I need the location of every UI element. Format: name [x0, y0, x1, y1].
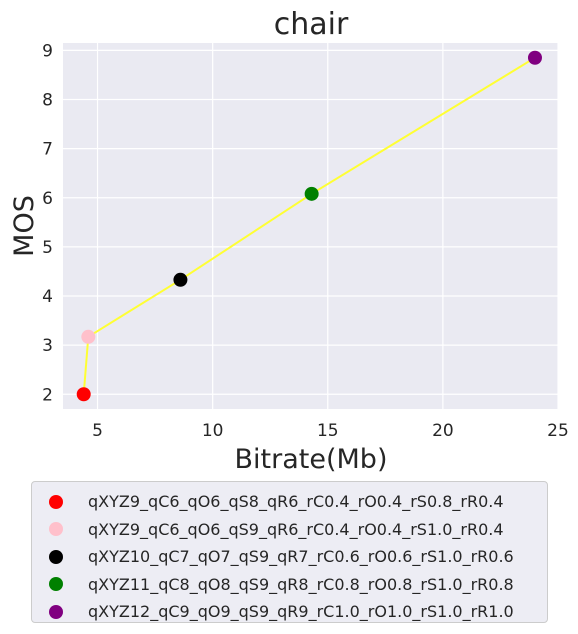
x-tick-label: 15 — [317, 421, 339, 441]
y-axis-title: MOS — [9, 195, 40, 257]
y-tick-label: 8 — [42, 90, 53, 110]
data-point — [81, 329, 96, 344]
x-tick-label: 5 — [92, 421, 103, 441]
legend-label: qXYZ10_qC7_qO7_qS9_qR7_rC0.6_rO0.6_rS1.0… — [88, 547, 514, 567]
legend-item: qXYZ9_qC6_qO6_qS8_qR6_rC0.4_rO0.4_rS0.8_… — [32, 488, 547, 516]
legend-marker — [49, 549, 63, 564]
legend-marker — [49, 604, 63, 619]
y-tick-label: 5 — [42, 238, 53, 258]
y-tick-label: 3 — [42, 336, 53, 356]
y-tick-label: 7 — [42, 140, 53, 160]
data-point — [304, 186, 319, 201]
legend-marker — [49, 577, 63, 592]
x-tick-label: 20 — [432, 421, 454, 441]
legend-marker — [49, 494, 63, 509]
y-tick-label: 9 — [42, 41, 53, 61]
legend-item: qXYZ9_qC6_qO6_qS9_qR6_rC0.4_rO0.4_rS1.0_… — [32, 516, 547, 544]
grid — [63, 43, 559, 409]
x-axis-title: Bitrate(Mb) — [235, 444, 388, 475]
data-point — [527, 50, 542, 65]
legend-marker — [49, 522, 63, 537]
x-tick-label: 10 — [202, 421, 224, 441]
legend-item: qXYZ11_qC8_qO8_qS9_qR8_rC0.8_rO0.8_rS1.0… — [32, 571, 547, 599]
legend-label: qXYZ9_qC6_qO6_qS8_qR6_rC0.4_rO0.4_rS0.8_… — [88, 492, 504, 512]
data-point — [76, 387, 91, 402]
data-point — [173, 272, 188, 287]
y-tick-label: 2 — [42, 385, 53, 405]
legend-label: qXYZ12_qC9_qO9_qS9_qR9_rC1.0_rO1.0_rS1.0… — [88, 602, 514, 622]
tick-labels: 5 10 15 20 25 2 3 4 5 6 7 8 9 — [42, 41, 569, 441]
legend-label: qXYZ11_qC8_qO8_qS9_qR8_rC0.8_rO0.8_rS1.0… — [88, 574, 514, 594]
legend-item: qXYZ12_qC9_qO9_qS9_qR9_rC1.0_rO1.0_rS1.0… — [32, 598, 547, 626]
legend-item: qXYZ10_qC7_qO7_qS9_qR7_rC0.6_rO0.6_rS1.0… — [32, 543, 547, 571]
legend: qXYZ9_qC6_qO6_qS8_qR6_rC0.4_rO0.4_rS0.8_… — [31, 481, 548, 623]
plot-background — [63, 43, 558, 409]
chart-title: chair — [274, 7, 349, 42]
y-tick-label: 6 — [42, 189, 53, 209]
x-tick-label: 25 — [547, 421, 569, 441]
legend-label: qXYZ9_qC6_qO6_qS9_qR6_rC0.4_rO0.4_rS1.0_… — [88, 519, 504, 539]
data-points — [76, 50, 542, 402]
y-tick-label: 4 — [42, 287, 53, 307]
